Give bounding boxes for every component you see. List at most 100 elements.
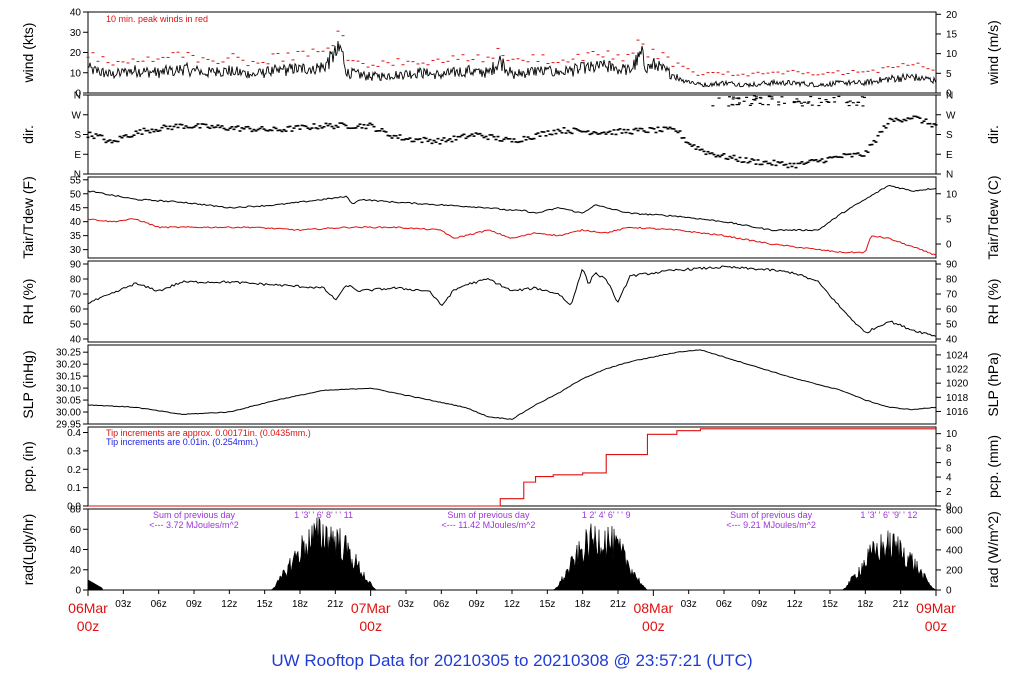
x-tick-label: 06z <box>151 599 167 610</box>
left-tick-label: 40 <box>70 217 82 228</box>
right-tick-label: 0 <box>946 240 952 251</box>
right-tick-label: 10 <box>946 49 958 60</box>
left-tick-label: 60 <box>70 305 82 316</box>
rad-sum-label: Sum of previous day <box>153 510 236 520</box>
x-tick-label: 09z <box>186 599 202 610</box>
rad-sum-label: Sum of previous day <box>447 510 530 520</box>
right-tick-label: 6 <box>946 458 952 469</box>
left-tick-label: 10 <box>70 68 82 79</box>
left-tick-label: 30.05 <box>56 396 81 407</box>
panel-frame <box>87 11 937 94</box>
right-tick-label: 5 <box>946 214 952 225</box>
panel-precipitation: 0.0 0.1 0.2 0.3 0.4 0 2 4 6 8 10 pcp. (in) pcp. (mm)… <box>20 426 1001 513</box>
y-axis-label-right: RH (%) <box>985 279 1001 325</box>
panel-frame <box>87 426 937 507</box>
left-tick-label: 30.15 <box>56 372 81 383</box>
day-label-date: 08Mar <box>633 600 673 616</box>
right-tick-label: 4 <box>946 473 952 484</box>
left-tick-label: 0.0 <box>67 502 81 513</box>
peak-wind-marks <box>86 30 935 77</box>
rad-hour-numbers: 1 '3' ' 6' '9' ' 12 <box>860 510 917 520</box>
right-tick-label: 0 <box>946 502 952 513</box>
y-axis-label-right: dir. <box>985 125 1001 144</box>
left-tick-label: N <box>74 170 81 181</box>
right-tick-label: 80 <box>946 275 958 286</box>
right-tick-label: 8 <box>946 444 952 455</box>
right-tick-label: 0 <box>946 89 952 100</box>
right-tick-label: 60 <box>946 305 958 316</box>
y-axis-label-left: SLP (inHg) <box>20 350 36 418</box>
left-tick-label: 20 <box>70 565 82 576</box>
left-tick-label: 70 <box>70 290 82 301</box>
left-tick-label: N <box>74 91 81 102</box>
rad-sum-value: <--- 9.21 MJoules/m^2 <box>726 520 816 530</box>
x-tick-label: 15z <box>822 599 838 610</box>
day-label-z: 00z <box>359 618 382 634</box>
rh-line <box>87 265 937 337</box>
rad-sum-value: <--- 3.72 MJoules/m^2 <box>149 520 239 530</box>
left-tick-label: 30.00 <box>56 408 81 419</box>
slp-line <box>87 349 937 421</box>
left-tick-label: 30.25 <box>56 348 81 359</box>
right-tick-label: 1022 <box>946 365 969 376</box>
x-tick-label: 06z <box>433 599 449 610</box>
right-tick-label: 1018 <box>946 393 969 404</box>
left-tick-label: 0.2 <box>67 465 81 476</box>
day-label-z: 00z <box>642 618 665 634</box>
left-tick-label: 0.1 <box>67 483 81 494</box>
right-tick-label: 70 <box>946 290 958 301</box>
left-tick-label: 30.20 <box>56 360 81 371</box>
right-tick-label: 1024 <box>946 350 969 361</box>
wind-annotation: 10 min. peak winds in red <box>106 14 208 24</box>
left-tick-label: 0 <box>75 586 81 597</box>
left-tick-label: 90 <box>70 260 82 271</box>
right-tick-label: 1016 <box>946 407 969 418</box>
left-tick-label: 40 <box>70 335 82 346</box>
left-tick-label: 55 <box>70 175 82 186</box>
right-tick-label: 10 <box>946 189 958 200</box>
day-label-date: 09Mar <box>916 600 956 616</box>
left-tick-label: 50 <box>70 320 82 331</box>
y-axis-label-left: pcp. (in) <box>20 441 36 492</box>
right-tick-label: 90 <box>946 260 958 271</box>
y-axis-label-left: wind (kts) <box>20 23 36 84</box>
day-label-date: 07Mar <box>351 600 391 616</box>
y-axis-label-left: rad(Lgly/hr) <box>20 514 36 586</box>
left-tick-label: 20 <box>70 48 82 59</box>
x-tick-label: 21z <box>610 599 626 610</box>
x-tick-label: 18z <box>575 599 591 610</box>
day-label-date: 06Mar <box>68 600 108 616</box>
left-tick-label: S <box>74 130 81 141</box>
left-tick-label: 45 <box>70 203 82 214</box>
x-tick-label: 15z <box>539 599 555 610</box>
right-tick-label: S <box>946 130 953 141</box>
right-tick-label: 15 <box>946 29 958 40</box>
left-tick-label: 80 <box>70 505 82 516</box>
right-tick-label: 40 <box>946 335 958 346</box>
y-axis-label-left: RH (%) <box>20 279 36 325</box>
y-axis-label-right: pcp. (mm) <box>985 435 1001 498</box>
panel-frame <box>87 344 937 425</box>
x-tick-label: 21z <box>327 599 343 610</box>
wind-speed-line <box>87 41 937 89</box>
x-tick-label: 03z <box>115 599 131 610</box>
panel-temperature: 30 35 40 45 50 55 0 5 10 Tair/Tdew (F) Tair/Tdew (… <box>20 175 1001 259</box>
chart-title: UW Rooftop Data for 20210305 to 20210308… <box>271 651 752 670</box>
precip-line <box>88 428 936 507</box>
rad-sum-value: <--- 11.42 MJoules/m^2 <box>442 520 536 530</box>
left-tick-label: 30 <box>70 245 82 256</box>
left-tick-label: 40 <box>70 545 82 556</box>
panel-frame <box>87 176 937 259</box>
right-tick-label: 10 <box>946 429 958 440</box>
left-tick-label: 40 <box>70 8 82 19</box>
right-tick-label: 200 <box>946 565 963 576</box>
x-axis: 03z 06z 09z 12z 15z 18z 21z 03z 06z 09z 12z 15z 18z 2… <box>68 590 956 634</box>
right-tick-label: E <box>946 150 953 161</box>
right-tick-label: W <box>946 110 956 121</box>
panel-frame <box>87 260 937 343</box>
left-tick-label: 0.3 <box>67 446 81 457</box>
